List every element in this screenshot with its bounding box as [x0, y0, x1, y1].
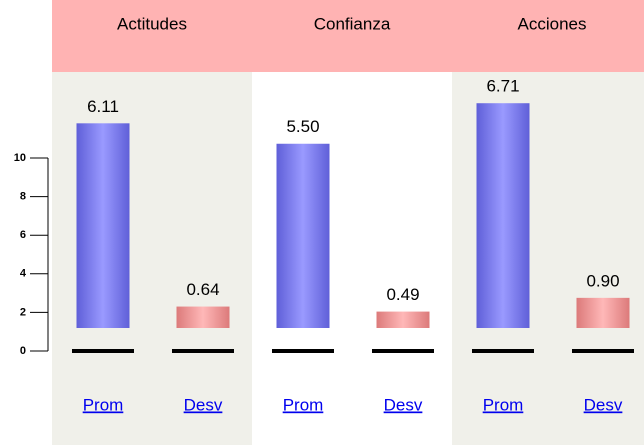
bar — [176, 306, 230, 328]
bar — [76, 123, 130, 328]
bar — [376, 311, 430, 328]
y-tick-label: 2 — [20, 306, 26, 318]
y-tick-label: 8 — [20, 191, 26, 203]
baseline — [72, 349, 134, 353]
y-tick-label: 10 — [14, 152, 26, 164]
baseline — [572, 349, 634, 353]
bar — [476, 103, 530, 328]
series-link[interactable]: Desv — [584, 395, 623, 414]
bar — [576, 297, 630, 328]
baseline — [272, 349, 334, 353]
column-header: Acciones — [518, 14, 587, 33]
baseline — [372, 349, 434, 353]
y-tick-label: 0 — [20, 345, 26, 357]
bar — [276, 143, 330, 328]
value-label: 6.11 — [87, 97, 119, 116]
series-link[interactable]: Prom — [83, 395, 124, 414]
value-label: 0.64 — [186, 280, 219, 299]
baseline — [172, 349, 234, 353]
value-label: 6.71 — [486, 77, 519, 96]
y-tick-label: 6 — [20, 229, 26, 241]
column-header: Actitudes — [117, 14, 187, 33]
series-link[interactable]: Desv — [384, 395, 423, 414]
series-link[interactable]: Prom — [283, 395, 324, 414]
baseline — [472, 349, 534, 353]
value-label: 0.49 — [386, 285, 419, 304]
value-label: 5.50 — [286, 117, 319, 136]
column-header: Confianza — [314, 14, 391, 33]
value-label: 0.90 — [586, 271, 619, 290]
series-link[interactable]: Prom — [483, 395, 524, 414]
series-link[interactable]: Desv — [184, 395, 223, 414]
y-tick-label: 4 — [20, 268, 27, 280]
header-band — [52, 0, 644, 72]
